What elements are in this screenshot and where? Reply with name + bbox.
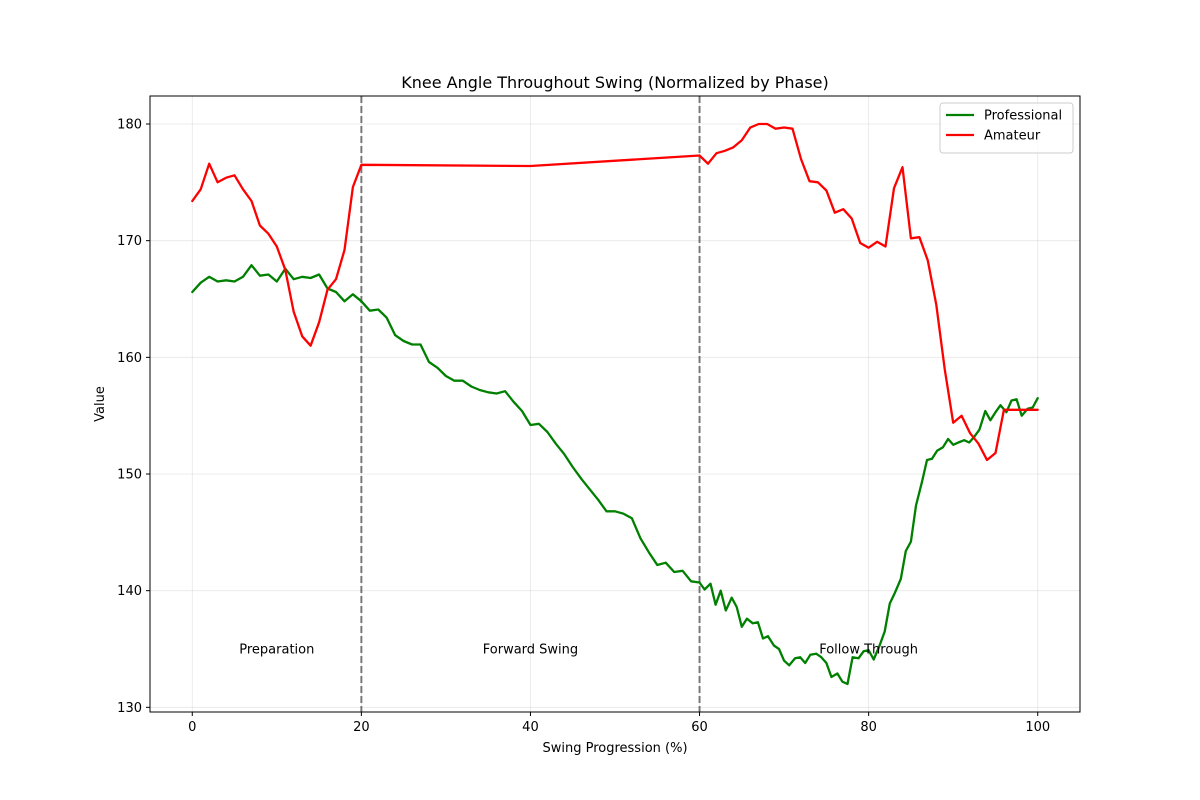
y-tick-label: 130: [117, 701, 142, 716]
legend-label-amateur: Amateur: [984, 129, 1041, 144]
phase-labels: Preparation Forward Swing Follow Through: [239, 643, 918, 658]
phase-label: Forward Swing: [483, 643, 578, 658]
legend-label-professional: Professional: [984, 109, 1062, 124]
x-tick-label: 80: [860, 720, 877, 735]
plot-area-frame: [149, 95, 1081, 713]
series-line-amateur: [191, 122, 1039, 462]
y-tick-label: 170: [117, 234, 142, 249]
x-axis-label: Swing Progression (%): [542, 741, 687, 756]
y-tick-label: 140: [117, 584, 142, 599]
x-tick-label: 100: [1025, 720, 1050, 735]
x-tick-label: 40: [522, 720, 539, 735]
axis-ticks: 0 20 40 60 80 100 130 140 150 160 170 180: [117, 118, 1050, 736]
y-tick-label: 180: [117, 118, 142, 133]
series-lines: [191, 122, 1039, 686]
phase-label: Preparation: [239, 643, 314, 658]
x-tick-label: 60: [691, 720, 708, 735]
legend: Professional Amateur: [939, 102, 1074, 154]
phase-label: Follow Through: [819, 643, 918, 658]
y-axis-label: Value: [93, 386, 108, 422]
grid-lines: [150, 96, 1080, 712]
phase-boundaries: [360, 96, 701, 712]
x-tick-label: 0: [188, 720, 196, 735]
series-line-professional: [191, 264, 1039, 686]
y-tick-label: 150: [117, 468, 142, 483]
x-tick-label: 20: [353, 720, 370, 735]
y-tick-label: 160: [117, 351, 142, 366]
chart-title: Knee Angle Throughout Swing (Normalized …: [401, 73, 829, 92]
